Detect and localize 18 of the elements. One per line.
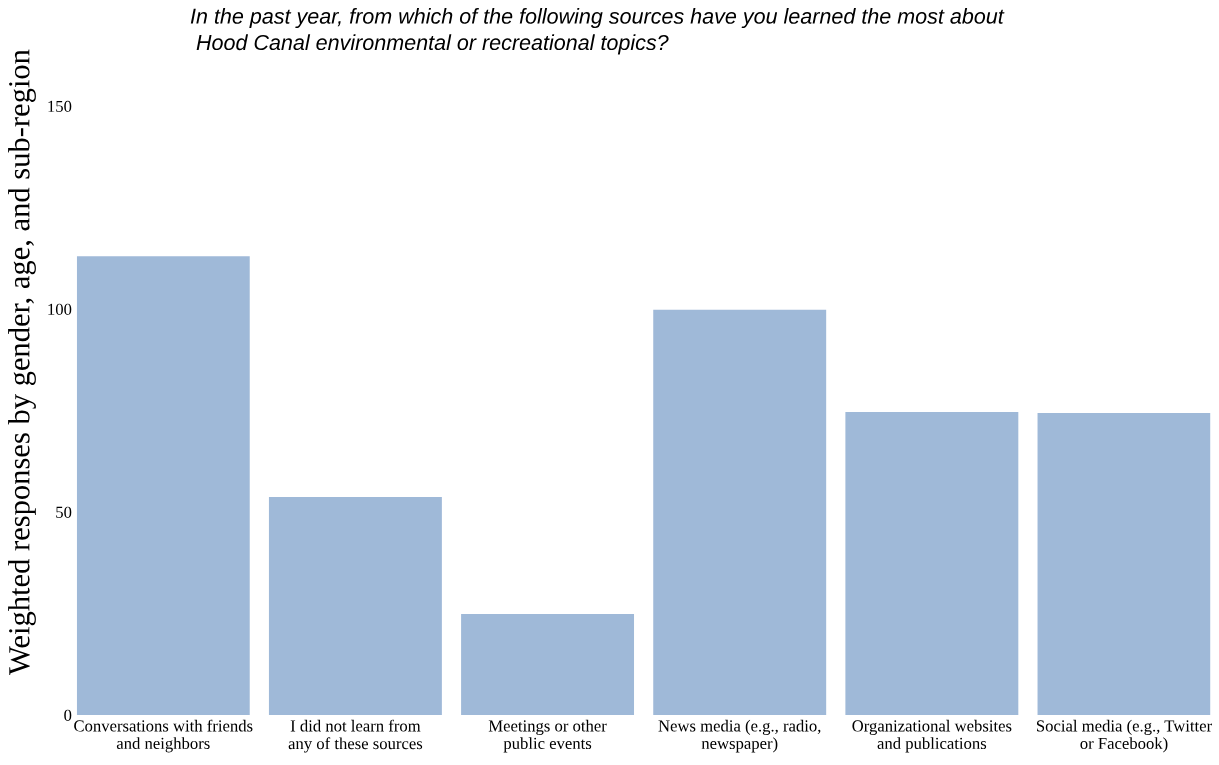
chart-title: In the past year, from which of the following sources have you learned the most about Hood Canal environmental or recreational topics?	[190, 8, 1005, 55]
bar	[461, 613, 635, 715]
bar	[268, 496, 442, 715]
y-tick-label: 100	[48, 303, 72, 315]
bar	[76, 256, 250, 715]
y-tick-label: 50	[56, 506, 72, 518]
y-tick-label: 0	[64, 709, 72, 721]
bar	[845, 412, 1019, 715]
x-tick-label: News media (e.g., radio, newspaper)	[658, 719, 821, 753]
y-tick-label: 150	[48, 100, 72, 112]
y-axis-title: Weighted responses by gender, age, and sub-region	[8, 49, 36, 675]
x-tick-label: Meetings or other public events	[488, 719, 607, 753]
x-tick-label: I did not learn from any of these sources	[288, 719, 423, 753]
x-tick-label: Conversations with friends and neighbors	[74, 719, 253, 753]
bar	[1037, 412, 1211, 715]
x-tick-label: Social media (e.g., Twitter or Facebook)	[1036, 719, 1212, 753]
bar	[653, 309, 827, 715]
x-tick-label: Organizational websites and publications	[852, 719, 1012, 753]
